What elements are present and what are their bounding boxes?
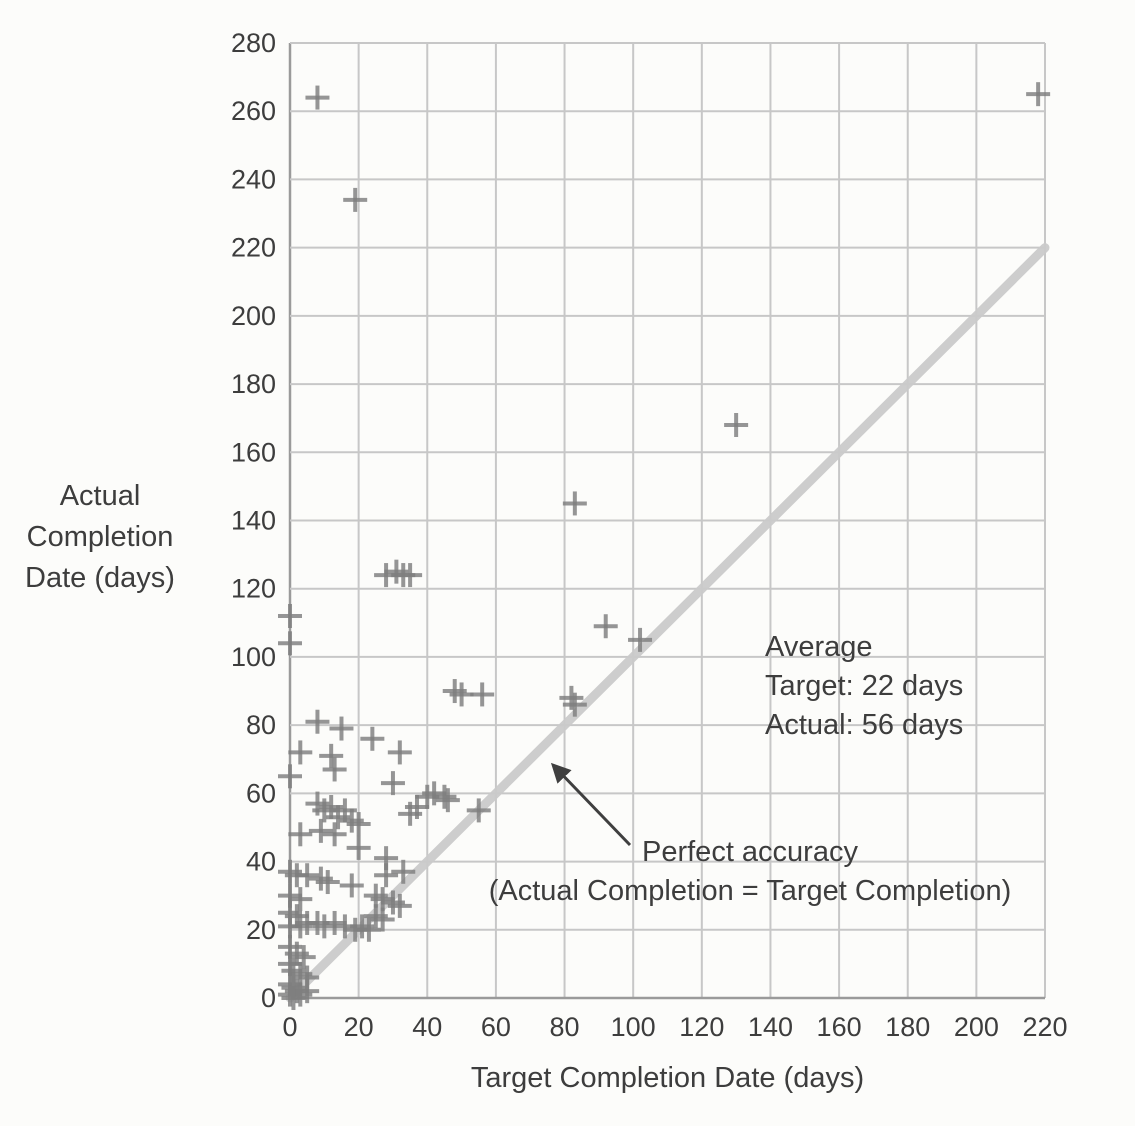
y-axis-title-line: Date (days) bbox=[25, 562, 175, 594]
average-annotation: Average Target: 22 days Actual: 56 days bbox=[765, 628, 963, 745]
svg-text:260: 260 bbox=[231, 96, 276, 126]
gridlines bbox=[288, 42, 1046, 1000]
perfect-accuracy-label: Perfect accuracy (Actual Completion = Ta… bbox=[435, 833, 1065, 911]
perfect-accuracy-label-line: (Actual Completion = Target Completion) bbox=[488, 875, 1012, 907]
svg-text:220: 220 bbox=[1022, 1012, 1067, 1042]
y-axis-title: Actual Completion Date (days) bbox=[0, 476, 200, 599]
y-axis-title-line: Completion bbox=[26, 521, 174, 553]
svg-text:60: 60 bbox=[246, 778, 276, 808]
svg-text:20: 20 bbox=[344, 1012, 374, 1042]
svg-text:180: 180 bbox=[885, 1012, 930, 1042]
svg-text:220: 220 bbox=[231, 233, 276, 263]
svg-text:0: 0 bbox=[261, 983, 276, 1013]
svg-text:60: 60 bbox=[481, 1012, 511, 1042]
svg-text:140: 140 bbox=[231, 506, 276, 536]
x-axis-title: Target Completion Date (days) bbox=[470, 1062, 865, 1094]
svg-text:200: 200 bbox=[954, 1012, 999, 1042]
svg-text:0: 0 bbox=[282, 1012, 297, 1042]
y-axis-title-line: Actual bbox=[59, 480, 141, 512]
annotation-arrow bbox=[550, 762, 632, 847]
svg-text:80: 80 bbox=[550, 1012, 580, 1042]
svg-text:20: 20 bbox=[246, 915, 276, 945]
svg-text:160: 160 bbox=[817, 1012, 862, 1042]
svg-text:140: 140 bbox=[748, 1012, 793, 1042]
svg-text:80: 80 bbox=[246, 710, 276, 740]
svg-text:120: 120 bbox=[231, 574, 276, 604]
svg-text:240: 240 bbox=[231, 164, 276, 194]
perfect-accuracy-label-line: Perfect accuracy bbox=[642, 836, 858, 868]
svg-text:100: 100 bbox=[231, 642, 276, 672]
perfect-accuracy-line bbox=[285, 243, 1050, 1003]
svg-text:280: 280 bbox=[231, 28, 276, 58]
average-annotation-line: Average bbox=[765, 631, 873, 663]
average-annotation-line: Actual: 56 days bbox=[765, 709, 964, 741]
svg-text:100: 100 bbox=[611, 1012, 656, 1042]
svg-text:40: 40 bbox=[246, 847, 276, 877]
data-point-markers bbox=[278, 82, 1051, 1010]
svg-text:160: 160 bbox=[231, 437, 276, 467]
svg-text:40: 40 bbox=[412, 1012, 442, 1042]
svg-text:120: 120 bbox=[679, 1012, 724, 1042]
axis-tick-labels: 0 20 40 60 80 100 120 140 160 180 200 220 0 20 40 60 80 1… bbox=[231, 28, 1068, 1042]
svg-text:200: 200 bbox=[231, 301, 276, 331]
svg-text:180: 180 bbox=[231, 369, 276, 399]
average-annotation-line: Target: 22 days bbox=[765, 670, 964, 702]
